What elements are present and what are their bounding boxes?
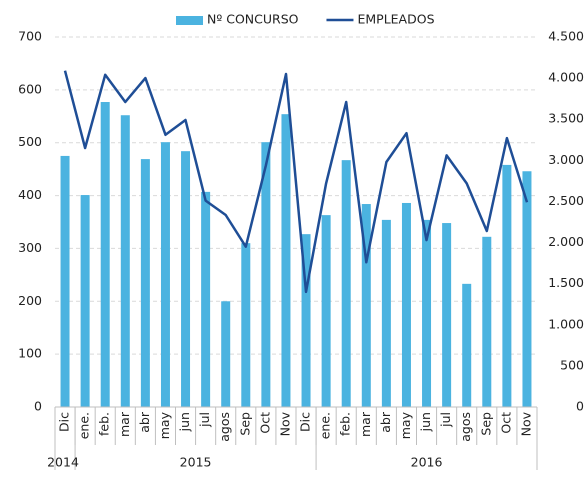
y-tick-label: 600 <box>18 81 42 96</box>
y-tick-label: 700 <box>18 29 42 44</box>
year-label: 2016 <box>411 455 443 470</box>
y2-tick-label: 2.000 <box>548 234 584 249</box>
x-tick-label: Oct <box>498 412 513 434</box>
legend-label: EMPLEADOS <box>357 12 434 27</box>
bar <box>502 164 512 407</box>
bar <box>60 155 70 407</box>
x-tick-label: agos <box>458 412 473 442</box>
x-tick-label: Oct <box>257 412 272 434</box>
bar <box>522 171 532 407</box>
bar <box>120 115 130 407</box>
bar <box>422 219 432 407</box>
y-tick-label: 300 <box>18 240 42 255</box>
x-tick-label: may <box>157 411 172 439</box>
line <box>63 70 529 294</box>
y-tick-label: 100 <box>18 346 42 361</box>
x-tick-label: abr <box>378 411 393 433</box>
bar <box>201 191 211 407</box>
bar <box>482 236 492 407</box>
bar <box>341 160 351 407</box>
year-label: 2015 <box>180 455 212 470</box>
bar <box>181 151 191 407</box>
y2-tick-label: 500 <box>560 357 584 372</box>
y2-tick-label: 0 <box>576 399 584 414</box>
bar <box>321 215 331 407</box>
y2-tick-label: 1.000 <box>548 316 584 331</box>
y2-tick-label: 3.500 <box>548 111 584 126</box>
x-tick-label: Nov <box>277 411 292 436</box>
x-tick-label: mar <box>117 411 132 437</box>
y-tick-label: 400 <box>18 187 42 202</box>
bar <box>401 202 411 407</box>
y-tick-label: 500 <box>18 134 42 149</box>
x-tick-label: ene. <box>77 412 92 439</box>
bar <box>462 283 472 407</box>
bar <box>221 301 231 407</box>
bar <box>281 114 291 408</box>
y2-tick-label: 4.500 <box>548 29 584 44</box>
y2-tick-label: 1.500 <box>548 275 584 290</box>
bar <box>160 142 170 407</box>
bar <box>442 223 452 407</box>
y-tick-label: 200 <box>18 293 42 308</box>
bar <box>381 219 391 407</box>
x-tick-label: jul <box>438 412 453 428</box>
bar <box>301 234 311 407</box>
x-tick-label: Dic <box>57 412 72 432</box>
x-tick-label: ene. <box>318 412 333 439</box>
x-tick-label: feb. <box>338 412 353 436</box>
bar <box>80 195 90 407</box>
x-tick-label: Sep <box>237 412 252 436</box>
y2-tick-label: 2.500 <box>548 193 584 208</box>
legend-label: Nº CONCURSO <box>207 12 299 27</box>
x-tick-label: Nov <box>518 411 533 436</box>
y-tick-label: 0 <box>34 399 42 414</box>
x-tick-label: jun <box>177 412 192 432</box>
x-tick-label: mar <box>358 411 373 437</box>
bar <box>241 243 251 407</box>
x-tick-label: may <box>398 411 413 439</box>
x-tick-label: jul <box>197 412 212 428</box>
x-tick-label: Sep <box>478 412 493 436</box>
x-tick-label: Dic <box>298 412 313 432</box>
bar <box>100 102 110 407</box>
bar <box>361 204 371 407</box>
x-tick-label: agos <box>217 412 232 442</box>
y2-tick-label: 4.000 <box>548 70 584 85</box>
x-tick-label: abr <box>137 411 152 433</box>
legend-swatch <box>176 16 203 25</box>
bar <box>140 159 150 407</box>
x-tick-label: jun <box>418 412 433 432</box>
year-label: 2014 <box>47 455 79 470</box>
y2-tick-label: 3.000 <box>548 152 584 167</box>
x-tick-label: feb. <box>97 412 112 436</box>
bar <box>261 142 271 407</box>
